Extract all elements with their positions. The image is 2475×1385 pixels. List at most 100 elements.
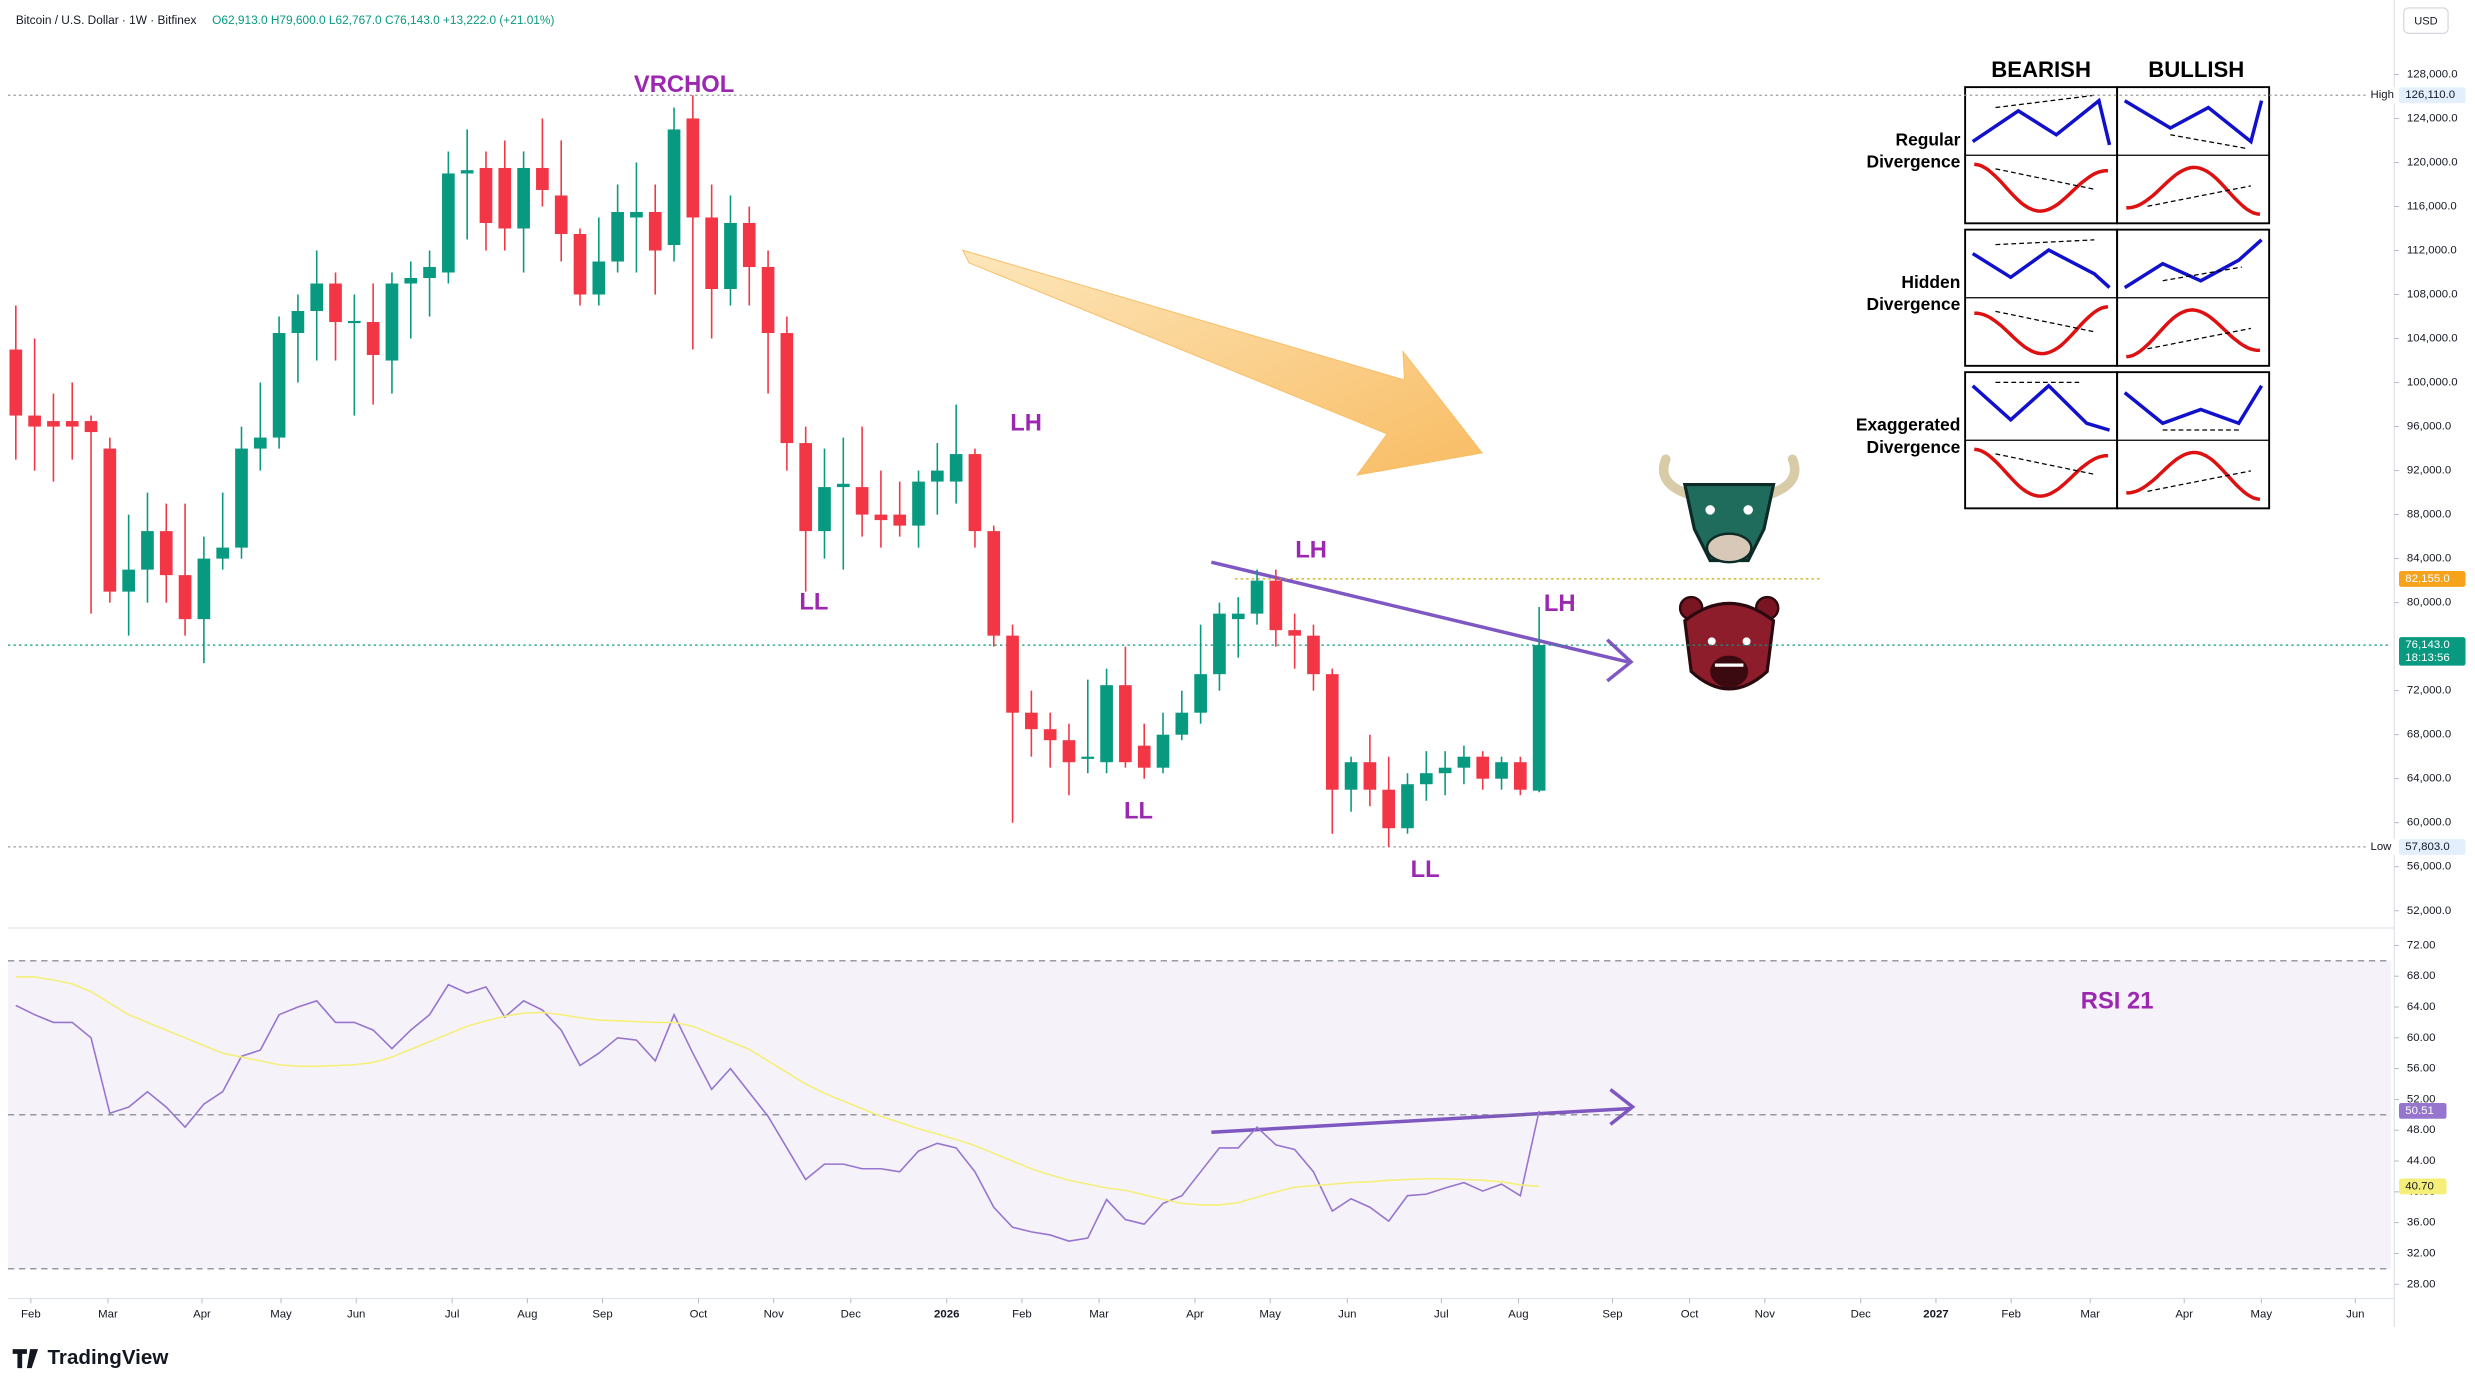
red-wave — [1974, 162, 2108, 213]
candle-body — [1438, 767, 1452, 774]
logo-text: TradingView — [48, 1346, 170, 1369]
candle-body — [1476, 756, 1490, 779]
x-tick-label: 2027 — [1923, 1308, 1948, 1320]
rsi-y-tick-label: 44.00 — [2407, 1155, 2436, 1167]
candle-body — [291, 311, 305, 334]
candle-body — [930, 470, 944, 482]
rsi-y-tick-label: 56.00 — [2407, 1063, 2436, 1075]
red-wave — [1974, 305, 2109, 356]
candle-body — [1175, 712, 1189, 735]
candle-body — [949, 454, 963, 482]
currency[interactable]: USD — [2414, 15, 2437, 27]
y-tick-label: 96,000.0 — [2407, 421, 2451, 433]
y-tick-label: 112,000.0 — [2407, 245, 2457, 257]
candle-body — [47, 421, 60, 427]
blue-zigzag — [2123, 99, 2264, 145]
y-tick-label: 124,000.0 — [2407, 112, 2458, 124]
candle-body — [65, 421, 79, 427]
x-tick-label: Aug — [1508, 1308, 1528, 1320]
rsi-line — [15, 983, 1540, 1242]
y-tick-label: 52,000.0 — [2407, 905, 2451, 917]
rsi-y-tick-label: 60.00 — [2407, 1032, 2436, 1044]
candle-body — [1119, 685, 1132, 763]
blue-zigzag — [2123, 384, 2264, 426]
column-header: BEARISH — [1991, 57, 2091, 82]
rsi-title: RSI 21 — [2081, 988, 2154, 1015]
price-label-tag: High — [2370, 89, 2393, 101]
rsi-line — [15, 976, 1540, 1206]
candle-body — [573, 233, 587, 295]
candle-body — [498, 167, 512, 229]
candle-body — [1382, 789, 1396, 829]
price-label-box — [2398, 838, 2466, 855]
candle-body — [630, 211, 643, 218]
blue-zigzag — [1971, 97, 2112, 146]
currency-box[interactable] — [2403, 7, 2449, 34]
candle-body — [1419, 773, 1433, 785]
y-tick-label: 72,000.0 — [2407, 685, 2451, 697]
candle-body — [197, 558, 211, 620]
candle-body — [705, 217, 718, 290]
candle-body — [253, 437, 267, 449]
price-label-countdown: 18:13:56 — [2405, 652, 2449, 664]
price-label-tag-box — [2365, 838, 2399, 855]
annotation: LL — [799, 589, 828, 616]
rsi-last-box — [2398, 1178, 2447, 1195]
candle-body — [178, 575, 192, 620]
y-tick-label: 60,000.0 — [2407, 817, 2451, 829]
annotation: LL — [1124, 798, 1153, 825]
x-tick-label: Aug — [517, 1308, 537, 1320]
annotation: LH — [1010, 410, 1042, 437]
x-tick-label: Jun — [2346, 1308, 2364, 1320]
x-tick-label: Feb — [1012, 1308, 1032, 1320]
dashed-line — [2170, 134, 2247, 150]
rsi-last-box — [2398, 1102, 2447, 1119]
price-label-value: 57,803.0 — [2405, 841, 2449, 853]
blue-zigzag — [1971, 248, 2111, 289]
candle-body — [235, 448, 248, 548]
x-tick-label: Jul — [1434, 1308, 1449, 1320]
rsi-y-tick-label: 52.00 — [2407, 1093, 2436, 1105]
row-label: Hidden — [1901, 272, 1960, 292]
row-label: Divergence — [1867, 294, 1961, 314]
rsi-y-tick-label: 28.00 — [2407, 1278, 2436, 1290]
y-tick-label: 104,000.0 — [2407, 333, 2458, 345]
candle-body — [799, 443, 813, 532]
price-label-value: 126,110.0 — [2405, 89, 2455, 101]
candle-body — [122, 569, 135, 592]
rsi-y-tick-label: 68.00 — [2407, 970, 2436, 982]
candle-body — [1325, 674, 1339, 790]
y-tick-label: 80,000.0 — [2407, 597, 2451, 609]
candle-body — [1006, 635, 1019, 713]
x-tick-label: Sep — [1602, 1308, 1622, 1320]
rsi-y-tick-label: 48.00 — [2407, 1124, 2436, 1136]
annotation: LH — [1295, 536, 1327, 563]
price-label-value: 82,155.0 — [2405, 573, 2449, 585]
candle-body — [1156, 734, 1170, 768]
rsi-y-tick-label: 64.00 — [2407, 1001, 2436, 1013]
candle-body — [686, 118, 700, 218]
x-tick-label: Mar — [2080, 1308, 2100, 1320]
candle-body — [818, 487, 831, 532]
candle-body — [1457, 756, 1471, 768]
ohlc: O62,913.0 H79,600.0 L62,767.0 C76,143.0 … — [212, 13, 554, 27]
x-tick-label: Apr — [2175, 1308, 2193, 1320]
price-label-tag-box — [2365, 87, 2399, 104]
candle-body — [272, 333, 286, 438]
dashed-line — [1995, 453, 2095, 475]
trend-arrow — [961, 249, 1484, 476]
candle-body — [1344, 762, 1358, 790]
candle-body — [1401, 784, 1414, 829]
candle-body — [1100, 685, 1113, 763]
x-tick-label: Apr — [1186, 1308, 1204, 1320]
candle-body — [611, 211, 624, 262]
dashed-line — [2147, 327, 2252, 350]
rsi-y-tick-label: 36.00 — [2407, 1217, 2436, 1229]
rsi-last-label: 50.51 — [2405, 1105, 2434, 1117]
x-tick-label: Nov — [1755, 1308, 1776, 1320]
candle-body — [460, 170, 474, 174]
x-tick-label: Dec — [1851, 1308, 1872, 1320]
candle-body — [592, 261, 606, 295]
y-tick-label: 56,000.0 — [2407, 861, 2451, 873]
